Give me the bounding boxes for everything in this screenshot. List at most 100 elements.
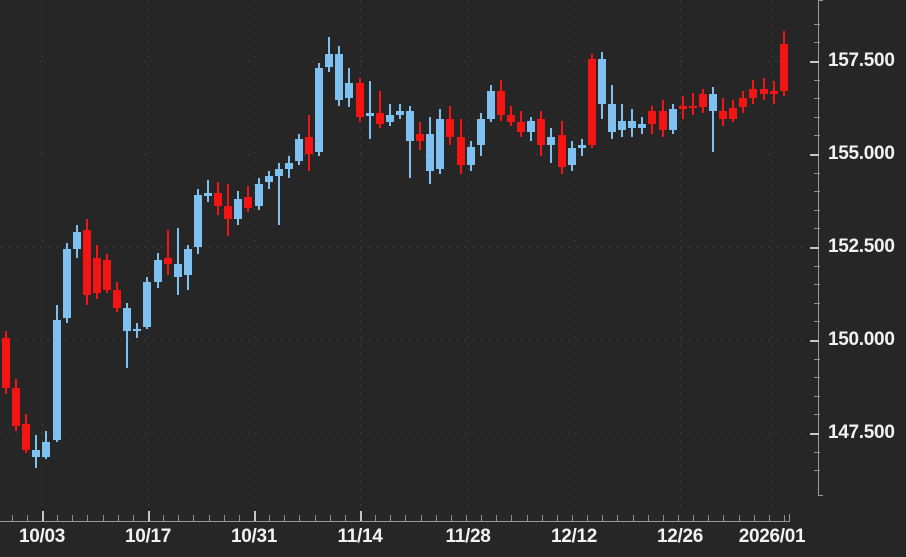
price-tick-minor (814, 173, 820, 174)
time-tick-minor (27, 515, 28, 521)
candle-body[interactable] (325, 53, 334, 67)
candle-body[interactable] (618, 120, 627, 130)
candle-body[interactable] (244, 196, 253, 208)
candle-body[interactable] (123, 308, 132, 331)
candle-body[interactable] (587, 59, 596, 145)
candle-body[interactable] (82, 230, 91, 296)
time-tick-minor (466, 515, 467, 521)
candle-body[interactable] (274, 168, 283, 177)
price-tick-minor (814, 266, 820, 267)
candle-body[interactable] (335, 53, 344, 101)
candle-body[interactable] (456, 137, 465, 166)
candle-body[interactable] (294, 139, 303, 162)
candle-body[interactable] (62, 248, 71, 318)
candle-body[interactable] (52, 319, 61, 441)
candle-body[interactable] (254, 183, 263, 207)
candle-body[interactable] (709, 94, 717, 112)
candle-body[interactable] (395, 111, 404, 115)
candle-body[interactable] (113, 289, 122, 309)
candle-body[interactable] (749, 88, 758, 99)
candle-body[interactable] (507, 114, 515, 123)
candle-body[interactable] (153, 260, 162, 283)
candle-body[interactable] (719, 111, 728, 119)
time-tick-minor (224, 515, 225, 521)
candle-body[interactable] (22, 423, 31, 450)
price-axis-label: 147.500 (828, 422, 895, 443)
candle-body[interactable] (264, 176, 273, 182)
candle-body[interactable] (315, 68, 324, 153)
candle-body[interactable] (92, 258, 101, 294)
candle-body[interactable] (173, 263, 182, 277)
candle-body[interactable] (628, 120, 637, 128)
candle-body[interactable] (224, 206, 233, 220)
candle-body[interactable] (476, 118, 485, 145)
candle-body[interactable] (729, 107, 738, 119)
candle-body[interactable] (537, 118, 546, 145)
candle-body[interactable] (527, 120, 536, 132)
candle-body[interactable] (143, 282, 152, 327)
time-tick-minor (284, 515, 285, 521)
candle-body[interactable] (759, 88, 768, 95)
candle-body[interactable] (214, 193, 223, 207)
candle-body[interactable] (365, 113, 374, 116)
candle-body[interactable] (547, 137, 556, 145)
candle-body[interactable] (345, 83, 354, 99)
candle-body[interactable] (668, 109, 677, 130)
candle-body[interactable] (688, 105, 697, 109)
candle-body[interactable] (416, 133, 425, 141)
gridline-vertical (148, 0, 149, 510)
candle-body[interactable] (446, 118, 455, 138)
candle-body[interactable] (779, 44, 788, 91)
time-tick-major (360, 511, 362, 521)
candle-body[interactable] (496, 90, 505, 115)
candle-body[interactable] (567, 148, 576, 166)
candle-body[interactable] (698, 94, 707, 108)
candle-body[interactable] (284, 163, 293, 169)
candle-body[interactable] (163, 258, 172, 264)
candle-body[interactable] (305, 137, 313, 154)
candle-body[interactable] (42, 442, 51, 458)
candle-body[interactable] (557, 135, 566, 167)
time-tick-minor (481, 515, 482, 521)
time-tick-minor (330, 515, 331, 521)
candle-body[interactable] (436, 118, 445, 169)
candle-body[interactable] (658, 111, 667, 130)
candle-body[interactable] (678, 105, 687, 110)
time-tick-major (42, 511, 44, 521)
candle-body[interactable] (375, 113, 384, 125)
candle-body[interactable] (103, 260, 111, 290)
price-tick-minor (814, 80, 820, 81)
candle-wick (277, 163, 280, 225)
candle-body[interactable] (577, 144, 586, 149)
candle-body[interactable] (2, 338, 10, 389)
candle-body[interactable] (355, 83, 364, 117)
gridline-vertical (360, 0, 361, 510)
candle-body[interactable] (385, 114, 394, 123)
price-tick-minor (814, 359, 820, 360)
candle-body[interactable] (739, 98, 748, 108)
candle-body[interactable] (234, 198, 243, 220)
candle-body[interactable] (608, 103, 616, 132)
candle-body[interactable] (638, 124, 647, 128)
candle-body[interactable] (183, 248, 192, 275)
price-tick-minor (814, 470, 820, 471)
candle-body[interactable] (597, 59, 606, 104)
candle-body[interactable] (486, 90, 495, 119)
time-tick-minor (375, 515, 376, 521)
candle-body[interactable] (648, 111, 657, 125)
candle-body[interactable] (406, 111, 414, 141)
candle-body[interactable] (193, 194, 202, 247)
candle-body[interactable] (12, 388, 21, 426)
candle-body[interactable] (426, 133, 435, 171)
candle-body[interactable] (133, 328, 142, 332)
time-tick-minor (769, 515, 770, 521)
candle-body[interactable] (466, 146, 475, 166)
candle-wick (621, 103, 624, 138)
candle-body[interactable] (517, 122, 526, 132)
candle-body[interactable] (204, 193, 212, 196)
candle-body[interactable] (72, 232, 81, 249)
time-axis-label: 10/03 (18, 526, 66, 547)
candle-body[interactable] (769, 90, 778, 95)
candle-body[interactable] (32, 449, 41, 458)
